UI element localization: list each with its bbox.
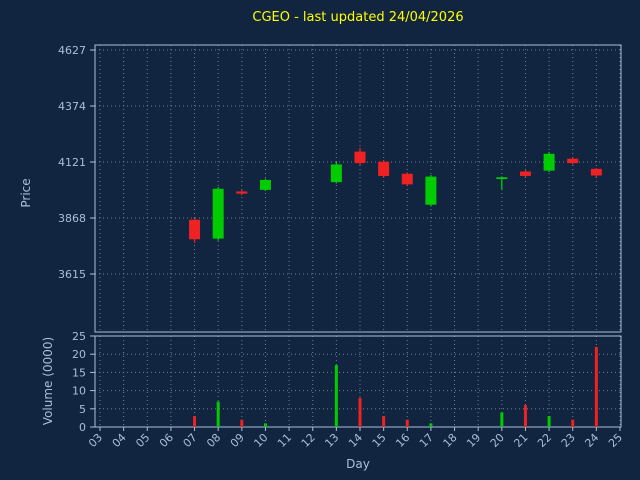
volume-axis-label: Volume (0000) (41, 336, 55, 426)
price-tick-label: 4121 (58, 156, 86, 169)
candle-body (543, 153, 555, 171)
x-tick-label: 10 (251, 431, 270, 450)
x-axis-label: Day (346, 457, 370, 471)
volume-tick-label: 15 (72, 366, 86, 379)
x-tick-label: 06 (157, 431, 176, 450)
x-tick-label: 25 (606, 431, 625, 450)
candle-body (496, 177, 508, 180)
candle-body (236, 191, 248, 194)
price-panel-border (94, 44, 622, 333)
x-tick-label: 21 (511, 431, 530, 450)
candle-body (401, 173, 413, 185)
price-tick-label: 4374 (58, 100, 86, 113)
candle-body (425, 176, 437, 205)
volume-bar (594, 346, 598, 427)
chart-title: CGEO - last updated 24/04/2026 (252, 10, 464, 25)
candle-body (259, 179, 271, 190)
x-tick-label: 19 (464, 431, 483, 450)
volume-panel-border (94, 335, 622, 428)
x-tick-label: 17 (417, 431, 436, 450)
volume-tick-label: 25 (72, 330, 86, 343)
x-tick-label: 15 (370, 431, 389, 450)
x-tick-label: 12 (299, 431, 318, 450)
x-tick-label: 20 (488, 431, 507, 450)
price-tick-label: 4627 (58, 44, 86, 57)
x-tick-label: 08 (204, 431, 223, 450)
x-tick-label: 11 (275, 431, 294, 450)
x-tick-label: 04 (110, 431, 129, 450)
price-axis-label: Price (19, 178, 33, 208)
candle-body (519, 171, 531, 176)
volume-tick-label: 5 (79, 403, 86, 416)
x-tick-label: 03 (86, 431, 105, 450)
volume-bar (405, 419, 409, 427)
volume-bar (193, 416, 197, 427)
volume-bar (216, 401, 220, 427)
price-tick-label: 3868 (58, 212, 86, 225)
candle-body (590, 168, 602, 176)
candle-body (330, 164, 342, 183)
candle-body (378, 161, 390, 176)
x-tick-label: 14 (346, 431, 365, 450)
volume-bar (382, 416, 386, 427)
volume-bar (429, 423, 433, 427)
x-tick-label: 13 (322, 431, 341, 450)
candle-body (354, 151, 366, 164)
x-tick-label: 09 (228, 431, 247, 450)
x-tick-label: 16 (393, 431, 412, 450)
volume-bar (334, 365, 338, 427)
candle-body (212, 188, 224, 239)
x-tick-label: 24 (582, 431, 601, 450)
volume-tick-label: 20 (72, 348, 86, 361)
volume-bar (240, 419, 244, 427)
x-tick-label: 07 (181, 431, 200, 450)
x-tick-label: 18 (441, 431, 460, 450)
volume-bar (263, 423, 267, 427)
volume-bar (547, 416, 551, 427)
x-tick-label: 05 (133, 431, 152, 450)
volume-bar (500, 412, 504, 427)
candle-body (189, 219, 201, 240)
volume-tick-label: 0 (79, 421, 86, 434)
volume-bar (571, 419, 575, 427)
x-tick-label: 22 (535, 431, 554, 450)
volume-bar (523, 405, 527, 427)
price-tick-label: 3615 (58, 268, 86, 281)
volume-tick-label: 10 (72, 385, 86, 398)
volume-bar (358, 397, 362, 427)
x-tick-label: 23 (559, 431, 578, 450)
candle-body (567, 158, 579, 164)
